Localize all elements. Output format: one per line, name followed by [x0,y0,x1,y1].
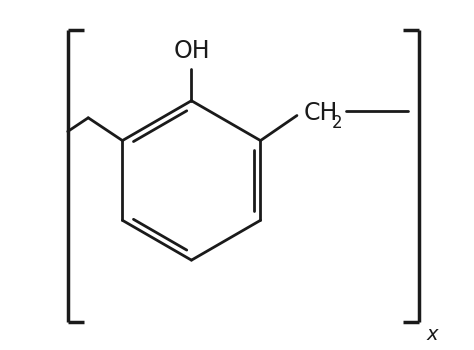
Text: 2: 2 [332,114,343,132]
Text: CH: CH [304,101,338,125]
Text: x: x [426,325,438,344]
Text: OH: OH [173,39,210,63]
